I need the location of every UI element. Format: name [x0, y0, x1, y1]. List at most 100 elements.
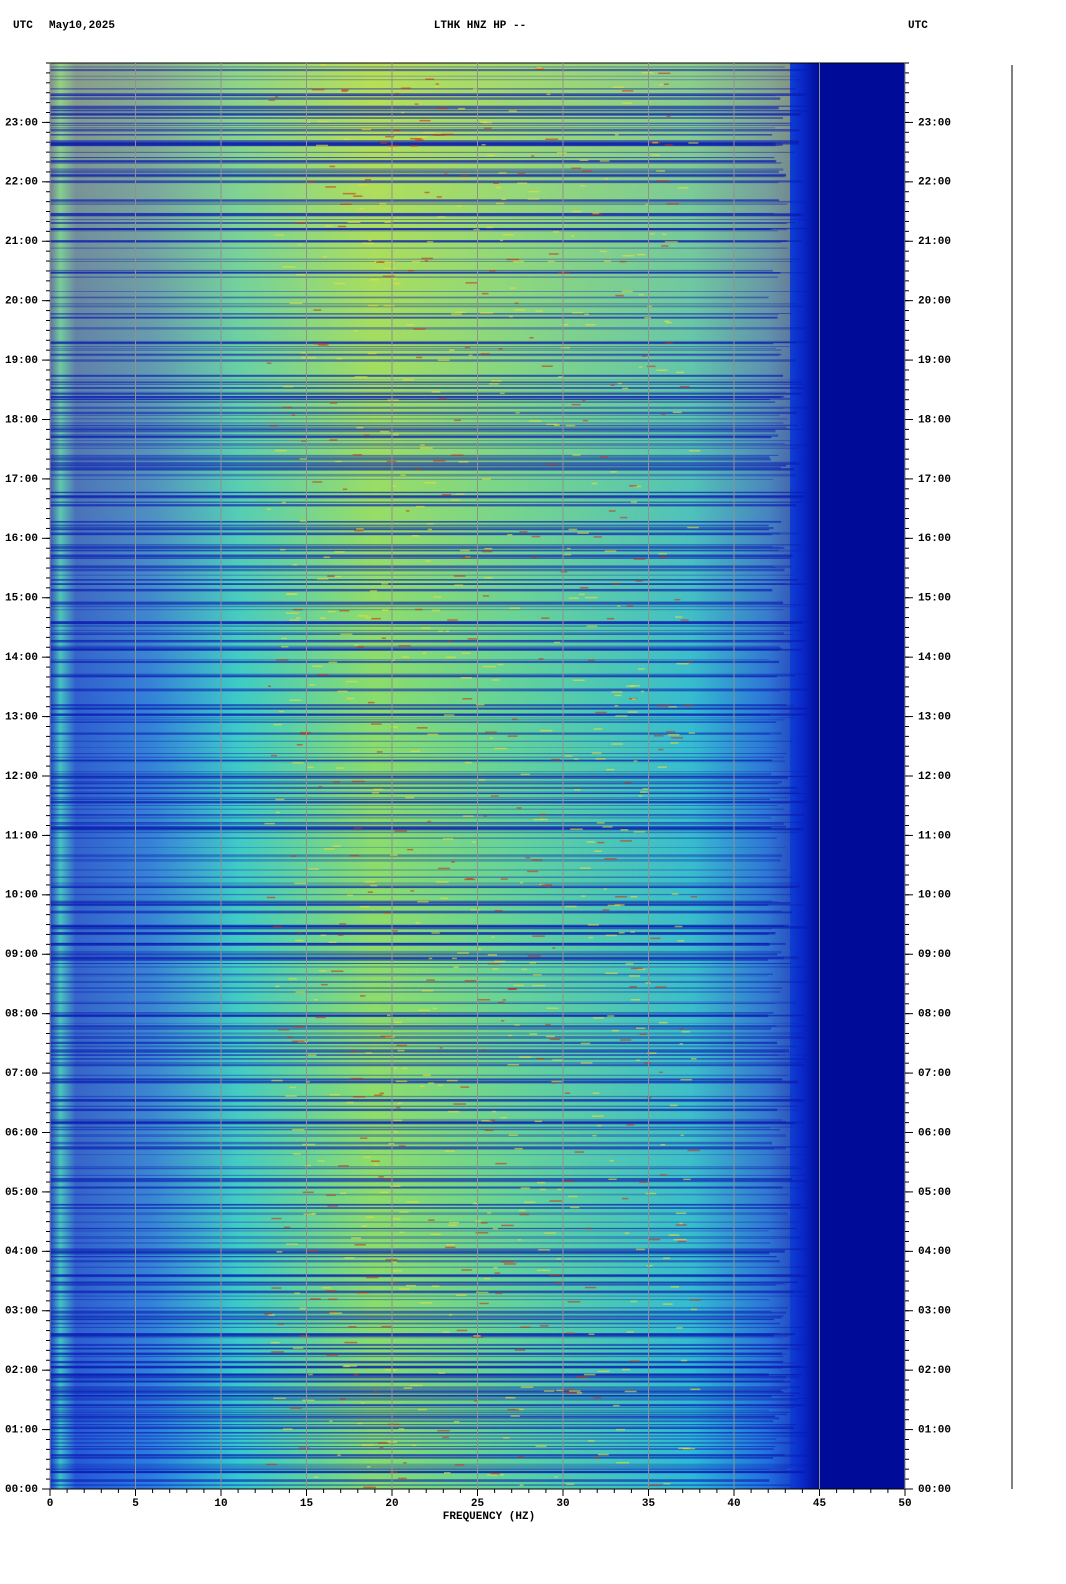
texture-speckle [410, 145, 418, 147]
texture-speckle [621, 290, 633, 293]
texture-stripe [50, 1041, 778, 1045]
texture-speckle [619, 1039, 632, 1041]
texture-speckle [327, 610, 336, 613]
y-tick-label: 16:00 [5, 533, 38, 545]
texture-speckle [683, 1178, 691, 1181]
texture-speckle [588, 1333, 595, 1336]
texture-speckle [448, 1224, 457, 1227]
texture-speckle [309, 684, 316, 686]
texture-speckle [360, 1402, 365, 1404]
texture-stripe [50, 422, 784, 424]
texture-speckle [626, 605, 634, 607]
texture-stripe [50, 780, 782, 784]
texture-speckle [539, 1188, 547, 1191]
texture-speckle [419, 119, 431, 122]
texture-speckle [359, 1137, 368, 1139]
texture-stripe [50, 381, 799, 383]
texture-stripe [50, 142, 776, 145]
texture-speckle [630, 896, 638, 898]
texture-speckle [341, 89, 350, 91]
texture-speckle [454, 419, 461, 422]
texture-speckle [285, 1095, 297, 1097]
texture-speckle [487, 954, 498, 956]
texture-stripe [50, 856, 782, 858]
texture-speckle [576, 1392, 583, 1394]
texture-stripe [50, 1095, 791, 1098]
texture-speckle [266, 362, 272, 364]
texture-stripe [50, 1227, 798, 1230]
texture-speckle [665, 731, 676, 733]
texture-speckle [395, 1080, 408, 1083]
texture-stripe [50, 1074, 789, 1077]
texture-speckle [327, 1205, 338, 1207]
texture-stripe [50, 1186, 783, 1189]
texture-speckle [347, 221, 361, 224]
texture-speckle [546, 1007, 559, 1009]
texture-speckle [321, 1287, 332, 1289]
texture-speckle [582, 399, 586, 402]
texture-speckle [307, 1250, 319, 1252]
texture-stripe [50, 942, 770, 944]
texture-speckle [443, 714, 455, 716]
texture-stripe [50, 753, 787, 754]
texture-stripe [50, 93, 807, 97]
texture-stripe [50, 1230, 769, 1232]
texture-speckle [440, 897, 449, 900]
texture-stripe [50, 1454, 785, 1456]
texture-speckle [392, 277, 398, 280]
texture-speckle [608, 1178, 617, 1181]
texture-stripe [50, 240, 788, 243]
texture-speckle [292, 1153, 301, 1155]
texture-speckle [295, 222, 307, 224]
texture-speckle [486, 1474, 498, 1476]
texture-stripe [50, 122, 792, 125]
texture-stripe [50, 1282, 784, 1285]
texture-stripe [50, 414, 780, 417]
texture-stripe [50, 442, 785, 445]
texture-speckle [431, 391, 441, 393]
texture-speckle [566, 1332, 575, 1335]
texture-stripe [50, 574, 794, 576]
texture-speckle [275, 985, 280, 988]
texture-speckle [502, 999, 507, 1001]
texture-speckle [438, 867, 451, 870]
texture-speckle [604, 858, 617, 860]
texture-speckle [621, 1368, 631, 1371]
texture-speckle [339, 1398, 346, 1400]
texture-stripe [50, 549, 779, 552]
texture-speckle [566, 547, 571, 550]
texture-speckle [393, 1067, 398, 1069]
texture-stripe [50, 1311, 787, 1314]
texture-speckle [514, 1024, 520, 1026]
texture-speckle [470, 909, 481, 911]
texture-speckle [519, 1213, 529, 1216]
texture-stripe [50, 816, 771, 819]
texture-speckle [478, 779, 486, 781]
texture-stripe [50, 1058, 805, 1060]
texture-stripe [50, 436, 772, 439]
texture-speckle [583, 1373, 596, 1376]
texture-speckle [569, 1390, 581, 1392]
texture-stripe [50, 353, 782, 356]
texture-speckle [682, 704, 694, 707]
texture-speckle [322, 256, 327, 258]
texture-speckle [387, 399, 399, 401]
texture-speckle [329, 439, 338, 441]
texture-speckle [489, 1119, 496, 1122]
texture-speckle [365, 1216, 375, 1219]
texture-stripe [50, 303, 798, 305]
texture-stripe [50, 1129, 781, 1131]
texture-stripe [50, 719, 785, 721]
texture-stripe [50, 212, 775, 214]
texture-speckle [643, 1062, 651, 1064]
texture-speckle [624, 1232, 630, 1234]
texture-speckle [679, 385, 690, 388]
texture-speckle [338, 934, 344, 936]
texture-stripe [50, 1118, 783, 1121]
texture-speckle [280, 548, 286, 551]
texture-speckle [329, 1420, 333, 1423]
texture-speckle [399, 1211, 409, 1213]
texture-stripe [50, 1406, 795, 1409]
texture-speckle [613, 1404, 620, 1407]
texture-speckle [579, 159, 589, 162]
